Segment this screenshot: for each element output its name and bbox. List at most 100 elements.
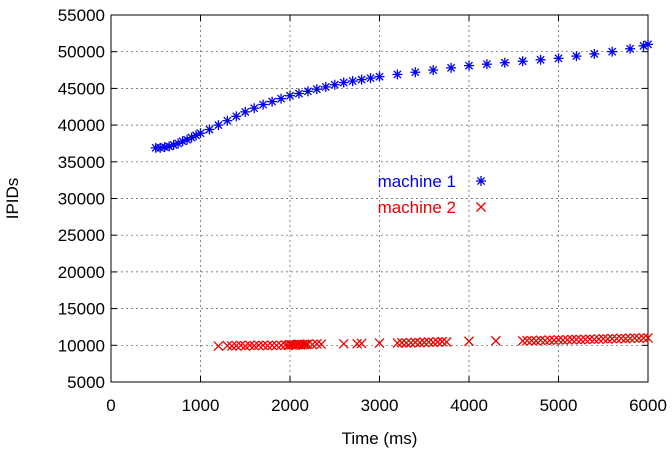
data-point [607, 333, 618, 344]
data-point [231, 111, 242, 122]
x-tick-label: 3000 [361, 396, 399, 415]
data-point [589, 334, 600, 345]
data-point [240, 106, 251, 117]
data-point [526, 335, 537, 346]
data-point [311, 338, 322, 349]
data-point [302, 86, 313, 97]
x-tick-label: 4000 [450, 396, 488, 415]
data-point [446, 62, 457, 73]
data-point [258, 99, 269, 110]
data-point [629, 333, 640, 343]
data-point [195, 128, 206, 139]
data-point [267, 340, 278, 351]
data-point [549, 335, 559, 346]
data-point [553, 53, 564, 64]
data-point [356, 74, 367, 85]
data-point [316, 339, 327, 350]
legend-marker-machine-2 [476, 202, 486, 212]
y-tick-label: 40000 [58, 116, 105, 135]
data-point [302, 339, 313, 350]
data-point [428, 65, 439, 76]
data-point [253, 340, 264, 351]
series-1 [150, 39, 653, 153]
data-point [338, 77, 349, 88]
data-point [584, 334, 595, 345]
data-point [499, 57, 510, 68]
y-tick-label: 55000 [58, 6, 105, 25]
data-point [558, 335, 568, 346]
data-point [589, 48, 600, 59]
legend-marker-glyph [476, 202, 486, 212]
legend-marker-machine-1 [476, 176, 486, 186]
tick-marks [110, 14, 649, 383]
data-point [432, 337, 443, 347]
data-point [410, 67, 421, 78]
data-point [374, 71, 385, 82]
data-point [338, 338, 349, 349]
data-point [522, 335, 533, 346]
x-tick-label: 6000 [629, 396, 667, 415]
y-tick-label: 5000 [67, 373, 105, 392]
data-point [535, 335, 546, 346]
data-point [374, 338, 385, 349]
data-point [481, 59, 492, 70]
data-point [643, 39, 653, 50]
data-point [517, 56, 528, 67]
data-point [405, 337, 416, 348]
data-point [262, 340, 273, 351]
data-point [625, 333, 636, 344]
data-series [150, 39, 653, 351]
y-tick-label: 35000 [58, 153, 105, 172]
data-point [311, 84, 322, 95]
data-point [535, 54, 546, 65]
data-point [249, 340, 260, 351]
data-point [602, 334, 613, 345]
data-point [258, 340, 269, 351]
legend: machine 1 machine 2 [378, 172, 486, 217]
data-point [213, 341, 224, 351]
data-point [356, 338, 367, 349]
data-point [553, 334, 564, 345]
data-point [392, 69, 403, 80]
y-tick-label: 20000 [58, 263, 105, 282]
data-point [540, 335, 551, 346]
y-tick-label: 30000 [58, 190, 105, 209]
data-point [616, 333, 627, 344]
data-point [643, 333, 653, 343]
data-point [625, 43, 636, 54]
data-point [464, 60, 474, 71]
x-tick-label: 2000 [271, 396, 309, 415]
legend-marker-glyph [476, 176, 486, 186]
data-point [517, 335, 528, 346]
data-point [634, 333, 645, 344]
data-point [441, 337, 452, 347]
data-point [598, 333, 609, 344]
data-point [276, 93, 287, 104]
data-point [607, 46, 618, 57]
data-point [593, 334, 604, 345]
data-point [249, 103, 260, 114]
data-point [244, 340, 255, 351]
data-point [571, 334, 582, 345]
data-point [490, 335, 501, 346]
data-point [414, 337, 425, 348]
data-point [293, 88, 304, 99]
x-tick-label: 1000 [182, 396, 220, 415]
data-point [299, 339, 310, 350]
data-point [329, 79, 340, 90]
data-point [222, 340, 233, 351]
data-point [320, 81, 331, 92]
data-point [347, 76, 358, 87]
data-point [285, 90, 295, 101]
y-axis-label: IPIDs [3, 178, 22, 220]
data-point [580, 334, 591, 345]
y-tick-label: 45000 [58, 79, 105, 98]
data-point [276, 340, 287, 351]
series-2 [213, 333, 653, 351]
y-tick-label: 15000 [58, 300, 105, 319]
data-point [352, 338, 363, 349]
data-point [231, 340, 242, 351]
legend-label-machine-1: machine 1 [378, 172, 456, 191]
y-tick-labels: 5000 10000 15000 20000 25000 30000 35000 40000 4… [58, 6, 105, 392]
